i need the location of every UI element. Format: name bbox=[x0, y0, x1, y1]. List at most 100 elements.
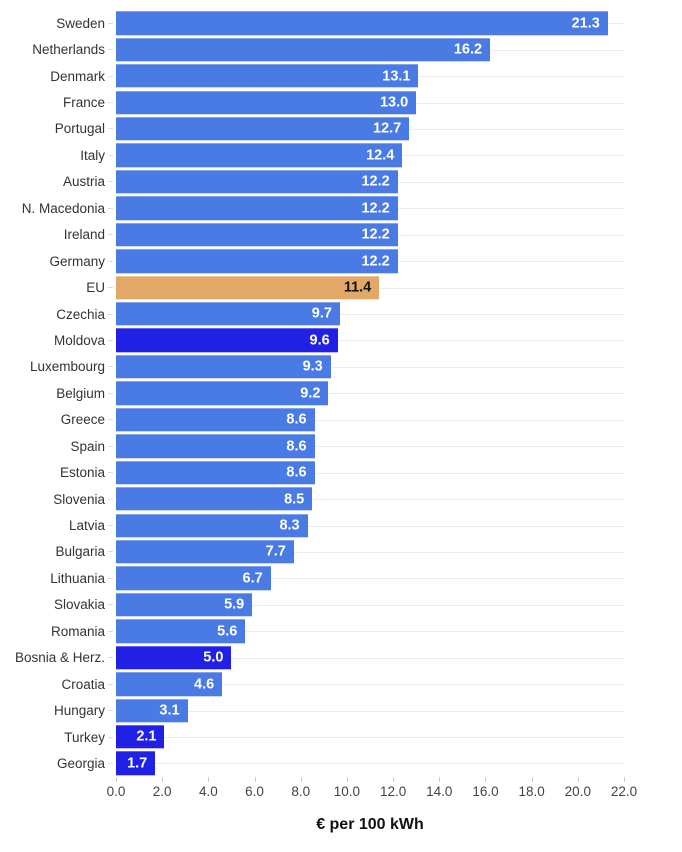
bar-row: Slovenia 8.5 bbox=[0, 486, 682, 512]
x-axis-tick-label: 22.0 bbox=[610, 784, 638, 799]
gridline bbox=[116, 314, 624, 316]
bar-value-label: 8.6 bbox=[286, 437, 307, 454]
bar-row: Austria 12.2 bbox=[0, 169, 682, 195]
category-tick-mark bbox=[108, 710, 116, 711]
category-label: Moldova bbox=[53, 332, 105, 348]
bar-default: 8.6 bbox=[116, 434, 315, 458]
category-label: Slovakia bbox=[53, 597, 105, 613]
category-label: Bosnia & Herz. bbox=[14, 650, 105, 666]
bar-default: 5.6 bbox=[116, 619, 246, 643]
bar-row: Lithuania 6.7 bbox=[0, 565, 682, 591]
bar-row: Greece 8.6 bbox=[0, 407, 682, 433]
bar-area: 6.7 bbox=[116, 565, 624, 591]
bar-default: 8.5 bbox=[116, 487, 313, 511]
bar-default: 7.7 bbox=[116, 540, 294, 564]
bar-default: 16.2 bbox=[116, 37, 491, 62]
x-axis-tick-label: 8.0 bbox=[291, 784, 311, 799]
category-tick-mark bbox=[108, 49, 116, 50]
category-tick-mark bbox=[108, 631, 116, 632]
bar-highlight: 1.7 bbox=[116, 751, 156, 776]
category-label: Ireland bbox=[63, 227, 105, 243]
bar-area: 7.7 bbox=[116, 539, 624, 565]
bar-area: 21.3 bbox=[116, 10, 624, 36]
bar-default: 5.9 bbox=[116, 593, 253, 617]
x-axis-tick-label: 6.0 bbox=[245, 784, 264, 799]
category-tick-mark bbox=[108, 419, 116, 420]
bar-area: 11.4 bbox=[116, 274, 624, 300]
bar-default: 4.6 bbox=[116, 672, 223, 696]
category-label: Latvia bbox=[68, 518, 105, 534]
bar-value-label: 8.3 bbox=[279, 517, 300, 534]
bar-area: 9.6 bbox=[116, 327, 624, 353]
category-label: France bbox=[62, 95, 105, 111]
category-label: Italy bbox=[80, 147, 105, 163]
bar-area: 8.5 bbox=[116, 486, 624, 512]
bar-row: Czechia 9.7 bbox=[0, 301, 682, 327]
bar-area: 12.2 bbox=[116, 169, 624, 195]
bar-row: Romania 5.6 bbox=[0, 618, 682, 644]
gridline bbox=[116, 578, 624, 580]
category-tick-mark bbox=[108, 551, 116, 552]
bar-default: 8.6 bbox=[116, 460, 315, 485]
category-label: Hungary bbox=[53, 703, 105, 719]
gridline bbox=[116, 446, 624, 448]
bar-value-label: 3.1 bbox=[159, 702, 180, 719]
x-axis-tick-label: 20.0 bbox=[564, 784, 591, 799]
bar-value-label: 21.3 bbox=[571, 14, 600, 31]
bar-default: 13.0 bbox=[116, 90, 417, 115]
x-axis-tick-label: 0.0 bbox=[106, 784, 126, 799]
category-tick-mark bbox=[108, 578, 116, 579]
bar-area: 3.1 bbox=[116, 697, 624, 723]
bar-area: 5.9 bbox=[116, 592, 624, 618]
category-tick-mark bbox=[108, 208, 116, 209]
category-label: Croatia bbox=[61, 676, 105, 692]
bar-area: 12.7 bbox=[116, 116, 624, 142]
category-tick-mark bbox=[108, 446, 116, 447]
bar-value-label: 9.7 bbox=[311, 305, 332, 322]
bar-default: 6.7 bbox=[116, 566, 271, 591]
category-tick-mark bbox=[108, 684, 116, 685]
bar-row: Georgia 1.7 bbox=[0, 750, 682, 776]
bar-row: Slovakia 5.9 bbox=[0, 592, 682, 618]
bar-area: 2.1 bbox=[116, 724, 624, 750]
bar-value-label: 8.6 bbox=[286, 464, 307, 481]
category-tick-mark bbox=[108, 499, 116, 500]
bar-area: 13.0 bbox=[116, 89, 624, 115]
gridline bbox=[116, 684, 624, 686]
bar-row: Latvia 8.3 bbox=[0, 512, 682, 538]
bar-row: Spain 8.6 bbox=[0, 433, 682, 459]
bar-area: 9.2 bbox=[116, 380, 624, 406]
category-label: Bulgaria bbox=[55, 544, 105, 560]
category-label: Sweden bbox=[56, 15, 105, 31]
bar-default: 12.2 bbox=[116, 196, 398, 220]
bar-default: 21.3 bbox=[116, 11, 608, 35]
category-label: N. Macedonia bbox=[21, 200, 105, 216]
category-tick-mark bbox=[108, 155, 116, 156]
bar-row: Turkey 2.1 bbox=[0, 724, 682, 750]
gridline bbox=[116, 551, 624, 553]
category-label: Netherlands bbox=[32, 42, 105, 58]
category-label: Slovenia bbox=[53, 491, 105, 507]
x-axis-tick-label: 2.0 bbox=[152, 784, 172, 799]
category-tick-mark bbox=[108, 102, 116, 103]
bar-value-label: 13.0 bbox=[379, 94, 409, 111]
bar-row: N. Macedonia 12.2 bbox=[0, 195, 682, 221]
x-axis-tick-mark bbox=[485, 777, 487, 782]
bar-value-label: 5.9 bbox=[224, 596, 245, 613]
x-axis-tick-label: 10.0 bbox=[333, 784, 361, 799]
category-tick-mark bbox=[108, 763, 116, 764]
bar-row: France 13.0 bbox=[0, 89, 682, 115]
category-label: Austria bbox=[62, 174, 105, 190]
x-axis-tick-mark bbox=[531, 777, 533, 782]
bar-area: 5.6 bbox=[116, 618, 624, 644]
category-tick-mark bbox=[108, 314, 116, 315]
x-axis-tick-mark bbox=[577, 777, 579, 782]
gridline bbox=[116, 419, 624, 421]
category-label: EU bbox=[86, 280, 105, 296]
category-tick-mark bbox=[108, 366, 116, 367]
x-axis-tick-label: 14.0 bbox=[426, 784, 453, 799]
bar-eu: 11.4 bbox=[116, 275, 380, 300]
bar-value-label: 12.2 bbox=[361, 200, 390, 217]
x-axis-tick-mark bbox=[393, 777, 395, 782]
